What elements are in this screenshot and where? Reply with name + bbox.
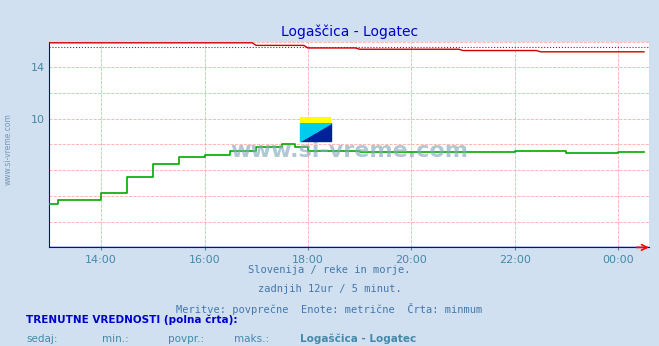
Text: povpr.:: povpr.:: [168, 334, 204, 344]
Text: Logaščica - Logatec: Logaščica - Logatec: [300, 334, 416, 344]
Title: Logaščica - Logatec: Logaščica - Logatec: [281, 25, 418, 39]
Text: min.:: min.:: [102, 334, 129, 344]
Bar: [300, 117, 331, 122]
Text: Meritve: povprečne  Enote: metrične  Črta: minmum: Meritve: povprečne Enote: metrične Črta:…: [177, 303, 482, 315]
Polygon shape: [300, 122, 331, 140]
Text: sedaj:: sedaj:: [26, 334, 58, 344]
Text: TRENUTNE VREDNOSTI (polna črta):: TRENUTNE VREDNOSTI (polna črta):: [26, 315, 238, 325]
Text: www.si-vreme.com: www.si-vreme.com: [230, 140, 469, 161]
Text: Slovenija / reke in morje.: Slovenija / reke in morje.: [248, 265, 411, 275]
Text: www.si-vreme.com: www.si-vreme.com: [3, 113, 13, 185]
Polygon shape: [300, 122, 331, 140]
Text: zadnjih 12ur / 5 minut.: zadnjih 12ur / 5 minut.: [258, 284, 401, 294]
Text: maks.:: maks.:: [234, 334, 269, 344]
